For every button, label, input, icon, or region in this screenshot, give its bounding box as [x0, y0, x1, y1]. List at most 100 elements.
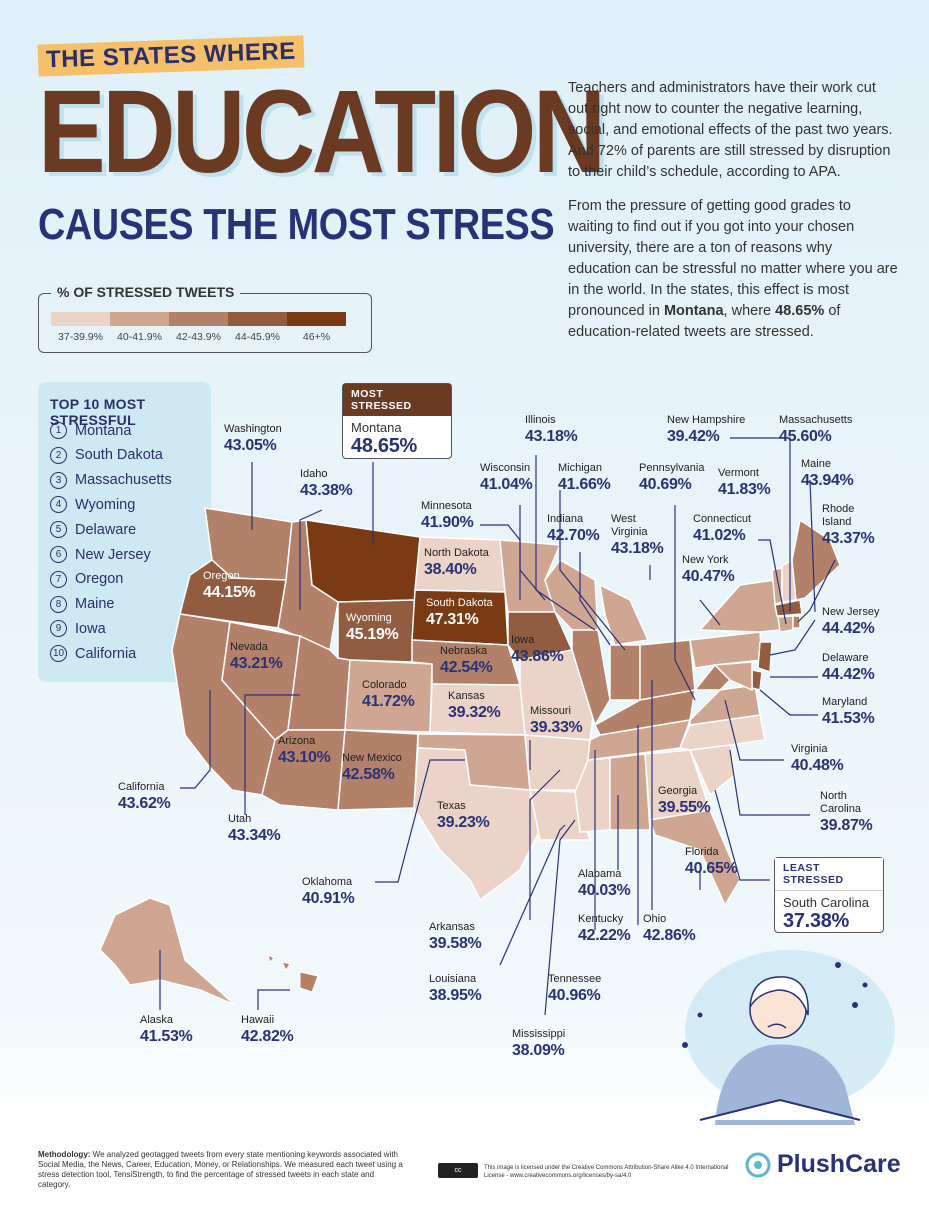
- top-10-state: California: [75, 645, 137, 662]
- state-value: 39.23%: [437, 814, 490, 831]
- state-label-colorado: Colorado 41.72%: [362, 679, 415, 712]
- state-delaware: [751, 669, 763, 691]
- methodology-note: Methodology: We analyzed geotagged tweet…: [38, 1150, 403, 1189]
- state-value: 39.32%: [448, 704, 501, 721]
- state-name: Iowa: [511, 634, 535, 646]
- state-label-new-york: New York 40.47%: [682, 554, 735, 587]
- state-name: North Dakota: [424, 547, 489, 559]
- intro-paragraph-2: From the pressure of getting good grades…: [568, 198, 898, 340]
- state-label-maryland: Maryland 41.53%: [822, 696, 875, 729]
- state-value: 41.04%: [480, 476, 533, 493]
- state-value: 42.82%: [241, 1028, 294, 1045]
- state-louisiana: [529, 789, 592, 841]
- state-label-wisconsin: Wisconsin 41.04%: [480, 462, 533, 495]
- state-name: Arkansas: [429, 921, 475, 933]
- stress-legend: % OF STRESSED TWEETS 37-39.9% 40-41.9% 42-…: [38, 284, 372, 353]
- state-label-nevada: Nevada 43.21%: [230, 641, 283, 674]
- intro-paragraph-1: Teachers and administrators have their w…: [568, 80, 893, 180]
- top-10-state: Iowa: [75, 620, 106, 637]
- state-value: 44.15%: [203, 584, 256, 601]
- state-label-south-dakota: South Dakota 47.31%: [426, 597, 493, 630]
- state-value: 43.18%: [525, 428, 578, 445]
- legend-swatch: [110, 312, 169, 326]
- state-label-iowa: Iowa 43.86%: [511, 634, 564, 667]
- most-stressed-header: MOST STRESSED: [343, 384, 451, 416]
- most-stressed-callout: MOST STRESSED Montana 48.65%: [342, 383, 452, 459]
- state-value: 39.33%: [530, 719, 583, 736]
- top-10-item: 1 Montana: [50, 422, 131, 439]
- state-name: Michigan: [558, 462, 603, 474]
- state-value: 41.72%: [362, 693, 415, 710]
- rank-badge: 5: [50, 521, 67, 539]
- state-label-north-dakota: North Dakota 38.40%: [424, 547, 489, 580]
- state-value: 40.47%: [682, 568, 735, 585]
- top-10-item: 2 South Dakota: [50, 446, 163, 464]
- state-name: Kansas: [448, 690, 485, 702]
- state-name: Arizona: [278, 735, 316, 747]
- rank-badge: 2: [50, 446, 67, 464]
- state-label-texas: Texas 39.23%: [437, 800, 490, 833]
- most-stressed-state: Montana: [351, 420, 402, 435]
- state-alabama: [609, 753, 651, 831]
- least-stressed-header: LEAST STRESSED: [775, 858, 883, 891]
- legend-label: 44-45.9%: [235, 331, 280, 343]
- state-name: Idaho: [300, 468, 328, 480]
- state-value: 38.09%: [512, 1042, 565, 1059]
- state-name: Hawaii: [241, 1014, 275, 1026]
- state-value: 42.58%: [342, 766, 395, 783]
- state-label-indiana: Indiana 42.70%: [547, 513, 600, 546]
- state-label-nebraska: Nebraska 42.54%: [440, 645, 493, 678]
- state-name: Texas: [437, 800, 466, 812]
- state-name: Minnesota: [421, 500, 472, 512]
- state-new-jersey: [757, 641, 773, 674]
- state-value: 38.40%: [424, 561, 477, 578]
- state-tennessee: [587, 719, 692, 761]
- top-10-item: 7 Oregon: [50, 570, 123, 588]
- top-10-item: 8 Maine: [50, 595, 115, 613]
- state-texas: [413, 747, 541, 902]
- state-indiana: [609, 644, 641, 701]
- brand-logo[interactable]: PlushCare: [745, 1150, 901, 1179]
- state-value: 41.02%: [693, 527, 746, 544]
- subheadline: CAUSES THE MOST STRESS: [38, 200, 555, 249]
- state-value: 44.42%: [822, 666, 875, 683]
- top-10-state: Massachusetts: [75, 472, 172, 489]
- state-label-mississippi: Mississippi 38.09%: [512, 1028, 565, 1061]
- state-label-north-carolina: North Carolina 39.87%: [820, 790, 880, 836]
- state-label-oklahoma: Oklahoma 40.91%: [302, 876, 355, 909]
- state-value: 42.70%: [547, 527, 600, 544]
- state-value: 40.69%: [639, 476, 692, 493]
- state-value: 45.60%: [779, 428, 832, 445]
- top-10-item: 4 Wyoming: [50, 496, 136, 514]
- top-10-title: TOP 10 MOST STRESSFUL: [50, 396, 146, 428]
- state-name: New Jersey: [822, 606, 880, 618]
- state-name: Ohio: [643, 913, 667, 925]
- rank-badge: 3: [50, 471, 67, 489]
- state-value: 43.37%: [822, 530, 875, 547]
- rank-badge: 8: [50, 595, 67, 613]
- state-value: 39.87%: [820, 817, 873, 834]
- state-name: Connecticut: [693, 513, 752, 525]
- top-10-state: Delaware: [75, 521, 137, 538]
- state-florida: [649, 809, 741, 907]
- top-10-state: Wyoming: [75, 496, 136, 513]
- state-label-kansas: Kansas 39.32%: [448, 690, 501, 723]
- state-label-maine: Maine 43.94%: [801, 458, 854, 491]
- state-rhode-island: [792, 615, 801, 629]
- state-name: Georgia: [658, 785, 698, 797]
- rank-badge: 1: [50, 422, 67, 439]
- state-label-illinois: Illinois 43.18%: [525, 414, 578, 447]
- state-alaska: [99, 897, 236, 1006]
- rank-badge: 9: [50, 620, 67, 638]
- least-stressed-callout: LEAST STRESSED South Carolina 37.38%: [774, 857, 884, 933]
- state-label-missouri: Missouri 39.33%: [530, 705, 583, 738]
- top-10-item: 3 Massachusetts: [50, 471, 172, 489]
- state-label-california: California 43.62%: [118, 781, 171, 814]
- state-hawaii: [267, 954, 319, 993]
- state-value: 39.58%: [429, 935, 482, 952]
- state-name: Oklahoma: [302, 876, 353, 888]
- state-maine: [791, 518, 841, 601]
- state-value: 40.65%: [685, 860, 738, 877]
- state-name: California: [118, 781, 165, 793]
